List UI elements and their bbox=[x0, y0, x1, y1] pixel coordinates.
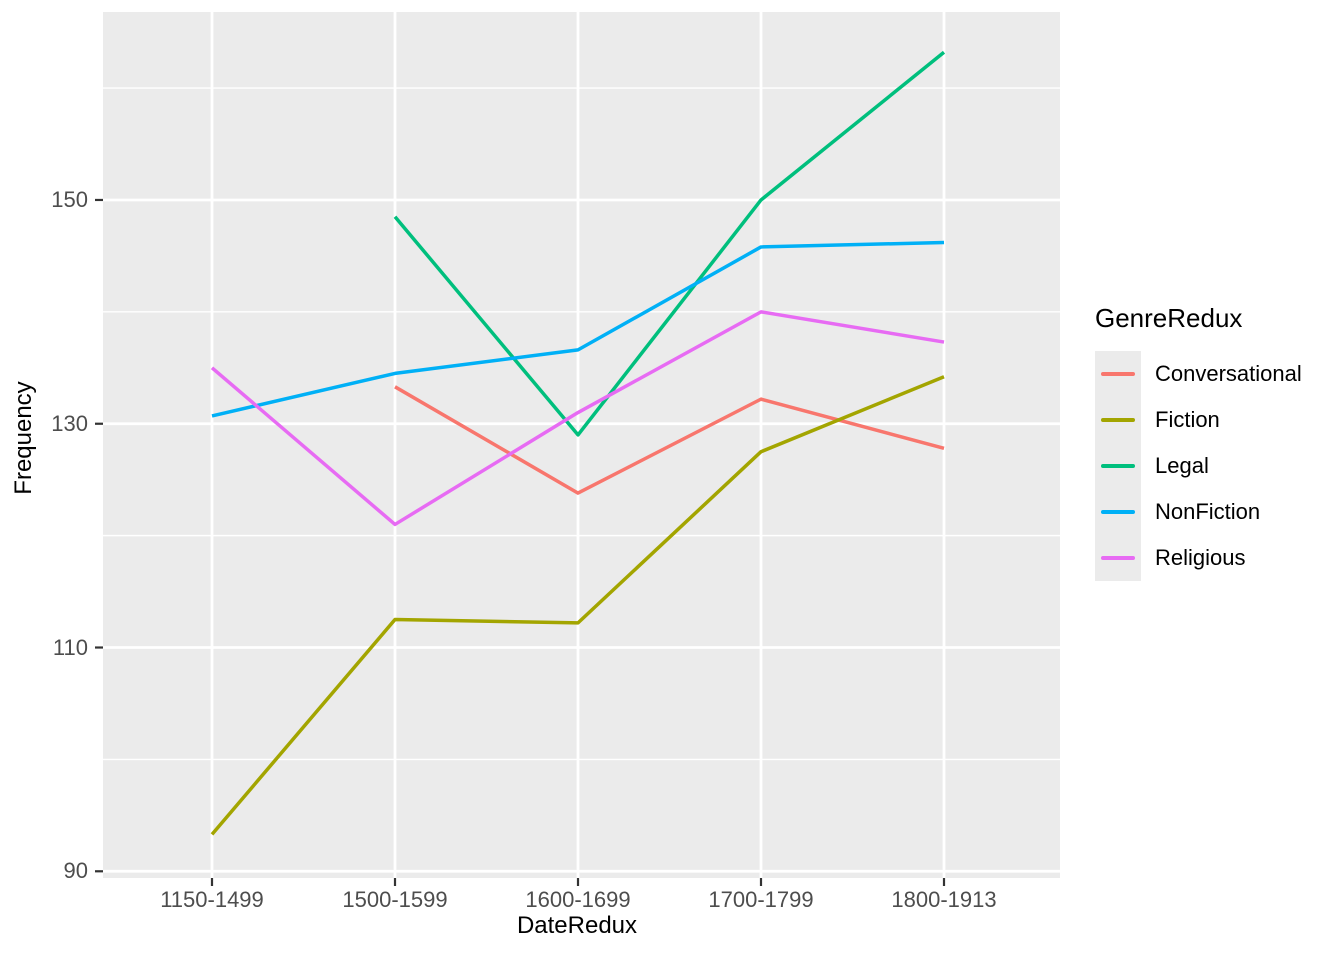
x-tick-label: 1150-1499 bbox=[160, 887, 264, 912]
legend-swatch-line bbox=[1101, 418, 1135, 422]
legend-item-label: Conversational bbox=[1155, 361, 1302, 386]
legend-swatch-line bbox=[1101, 556, 1135, 560]
legend-item-legal: Legal bbox=[1095, 443, 1302, 489]
series-line-conversational bbox=[394, 385, 945, 495]
series-line-fiction bbox=[210, 375, 945, 836]
legend-items: Conversational Fiction Legal NonFiction Reli… bbox=[1095, 351, 1302, 581]
legend-item-fiction: Fiction bbox=[1095, 397, 1302, 443]
legend-swatch-line bbox=[1101, 372, 1135, 376]
x-axis-title: DateRedux bbox=[516, 912, 638, 939]
legend: GenreRedux Conversational Fiction Legal Non… bbox=[1095, 302, 1302, 581]
legend-title: GenreRedux bbox=[1095, 303, 1243, 333]
y-axis-title: Frequency bbox=[10, 381, 37, 495]
x-tick-label: 1600-1699 bbox=[525, 887, 631, 912]
series-line-religious bbox=[210, 310, 945, 527]
legend-key bbox=[1095, 351, 1141, 397]
legend-item-nonfiction: NonFiction bbox=[1095, 489, 1302, 535]
legend-swatch-line bbox=[1101, 510, 1135, 514]
x-tick-label: 1700-1799 bbox=[708, 887, 814, 912]
legend-swatch-line bbox=[1101, 464, 1135, 468]
legend-item-label: Legal bbox=[1155, 453, 1209, 478]
legend-item-label: Religious bbox=[1155, 545, 1246, 570]
panel-background bbox=[103, 12, 1060, 878]
legend-key bbox=[1095, 489, 1141, 535]
legend-key bbox=[1095, 535, 1141, 581]
legend-item-religious: Religious bbox=[1095, 535, 1302, 581]
legend-item-conversational: Conversational bbox=[1095, 351, 1302, 397]
y-tick-label: 110 bbox=[52, 634, 88, 660]
y-tick-label: 90 bbox=[63, 858, 88, 884]
legend-item-label: NonFiction bbox=[1155, 499, 1261, 524]
y-tick-label: 150 bbox=[51, 186, 88, 212]
y-tick-label: 130 bbox=[51, 410, 88, 436]
x-tick-label: 1800-1913 bbox=[891, 887, 997, 912]
series-line-legal bbox=[393, 50, 946, 437]
series-line-nonfiction bbox=[211, 240, 945, 418]
legend-key bbox=[1095, 443, 1141, 489]
x-tick-label: 1500-1599 bbox=[342, 887, 448, 912]
legend-key bbox=[1095, 397, 1141, 443]
legend-item-label: Fiction bbox=[1155, 407, 1220, 432]
